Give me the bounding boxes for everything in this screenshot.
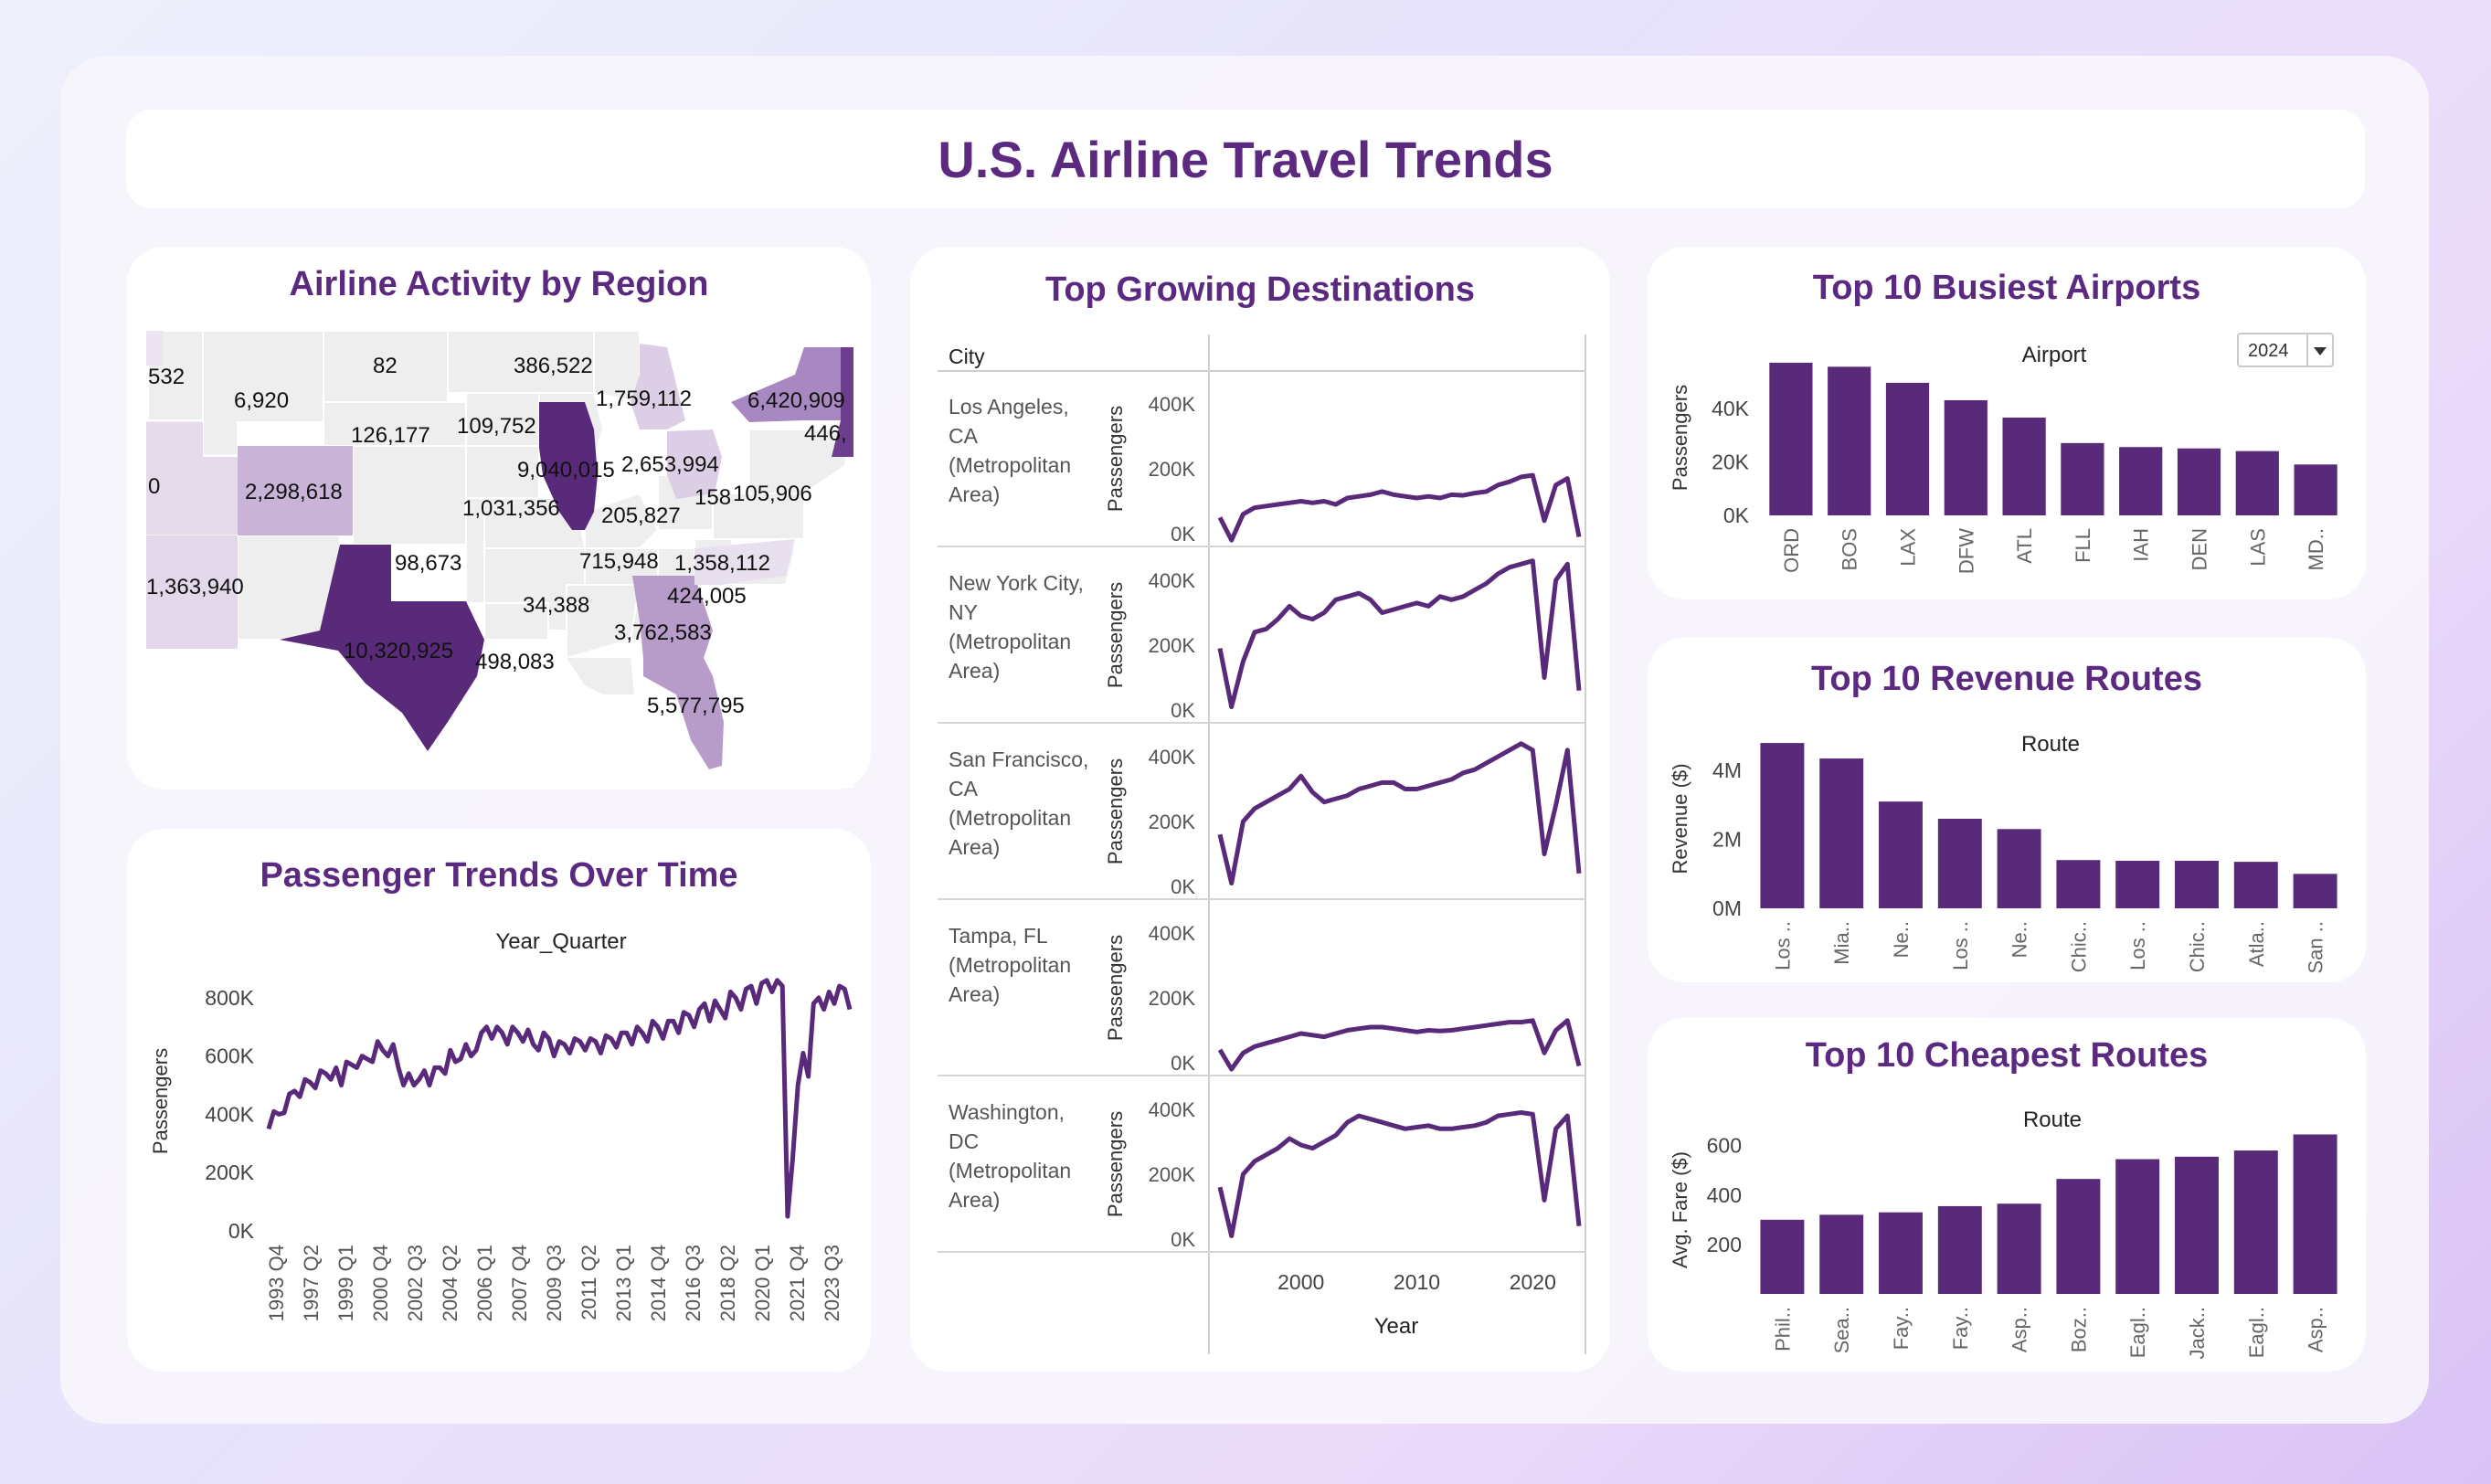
chevron-down-icon[interactable]: [2314, 347, 2327, 355]
growing-title: Top Growing Destinations: [1044, 270, 1476, 309]
trend-title: Passenger Trends Over Time: [260, 856, 738, 895]
revenue-card: Top 10 Revenue Routes: [1648, 638, 2366, 982]
revenue-title: Top 10 Revenue Routes: [1811, 660, 2202, 698]
year-filter-dropdown[interactable]: 2024: [2237, 333, 2334, 367]
trend-card: Passenger Trends Over Time: [127, 829, 871, 1372]
cheapest-card: Top 10 Cheapest Routes: [1648, 1018, 2366, 1372]
dropdown-divider: [2306, 334, 2308, 366]
cheapest-title: Top 10 Cheapest Routes: [1805, 1036, 2209, 1075]
region-card: Airline Activity by Region: [127, 247, 871, 790]
page-title: U.S. Airline Travel Trends: [938, 131, 1553, 188]
header-card: U.S. Airline Travel Trends: [126, 110, 2365, 208]
region-title: Airline Activity by Region: [289, 265, 709, 303]
airports-card: Top 10 Busiest Airports: [1648, 247, 2366, 599]
airports-title: Top 10 Busiest Airports: [1812, 269, 2201, 307]
year-filter-value: 2024: [2248, 341, 2289, 361]
growing-card: Top Growing Destinations: [910, 247, 1610, 1372]
